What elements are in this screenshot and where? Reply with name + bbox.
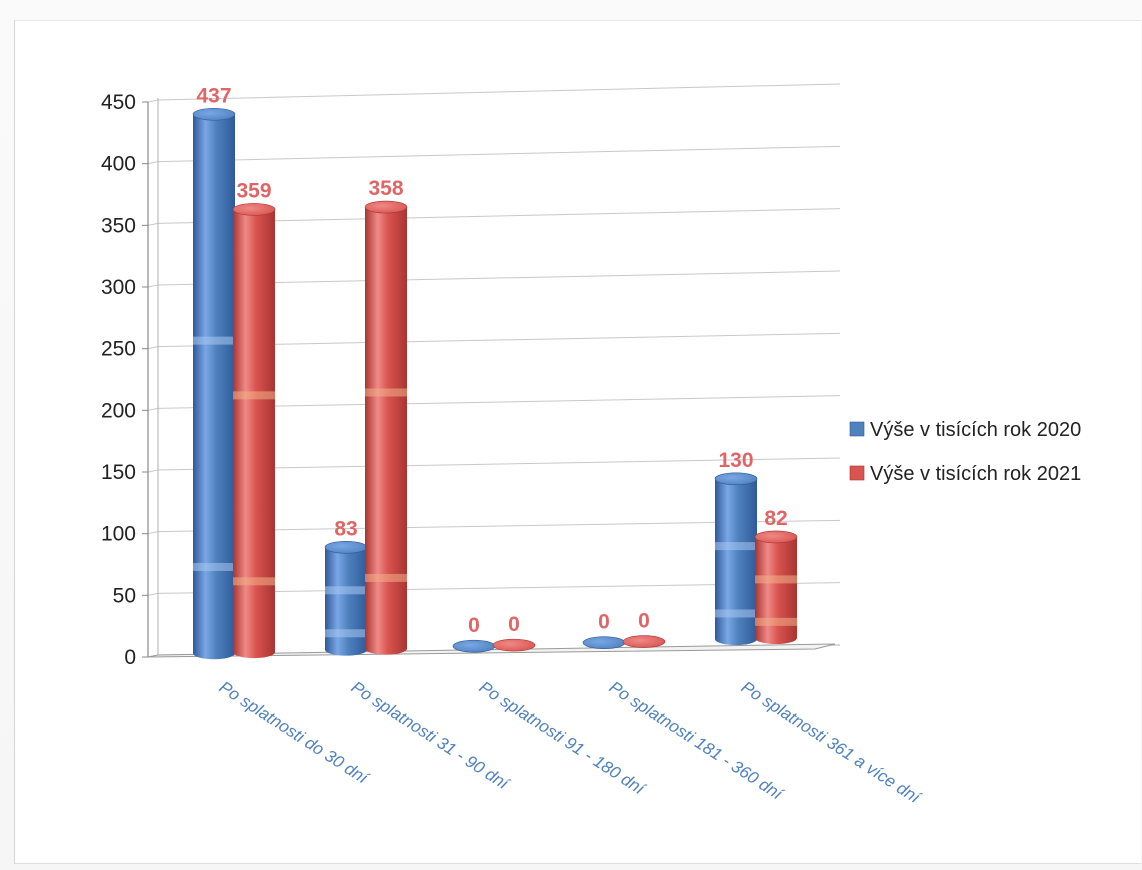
bar-highlight-band <box>193 562 235 571</box>
gridline-depth <box>147 222 159 226</box>
bar-body <box>325 547 367 656</box>
bar-highlight-band <box>755 617 797 626</box>
data-label: 359 <box>236 179 271 202</box>
legend-label: Výše v tisících rok 2020 <box>870 419 1081 441</box>
gridline-depth <box>147 99 159 103</box>
data-label: 0 <box>508 613 520 636</box>
bar-highlight-band <box>365 388 407 397</box>
data-label: 83 <box>334 517 357 540</box>
bar-body <box>193 114 235 660</box>
y-tick-label: 0 <box>124 646 136 669</box>
bar-highlight-band <box>233 577 275 586</box>
bar-2021 <box>622 635 666 648</box>
y-tick-label: 300 <box>101 276 136 299</box>
bar-highlight-band <box>715 609 757 618</box>
legend-label: Výše v tisících rok 2021 <box>870 463 1081 485</box>
bar-top <box>324 540 368 554</box>
y-tick-label: 150 <box>101 461 136 484</box>
data-label: 437 <box>196 84 231 107</box>
bar-2021 <box>364 200 408 655</box>
bar-2020 <box>582 636 626 649</box>
bar-body <box>715 478 757 646</box>
bar-top <box>452 639 496 653</box>
data-label: 0 <box>468 614 480 637</box>
y-tick-label: 50 <box>113 584 136 607</box>
bar-body <box>365 207 407 655</box>
bar-2021 <box>232 203 276 659</box>
gridline-depth <box>147 346 159 350</box>
bar-2020 <box>452 639 496 653</box>
gridline <box>157 145 841 163</box>
bar-2021 <box>754 530 798 645</box>
y-tick-label: 350 <box>101 214 136 237</box>
gridline-depth <box>147 407 159 411</box>
bar-top <box>622 635 666 648</box>
legend[interactable]: Výše v tisících rok 2020 Výše v tisících … <box>849 419 1081 485</box>
bar-highlight-band <box>755 575 797 584</box>
bar-2020 <box>192 107 236 660</box>
data-label: 130 <box>718 449 753 472</box>
bar-top <box>492 638 536 652</box>
floor <box>147 643 836 658</box>
y-tick-label: 100 <box>101 523 136 546</box>
data-labels: 437 359 83 358 0 0 0 0 130 82 <box>196 84 787 637</box>
bar-body <box>755 536 797 645</box>
bar-top <box>364 200 408 214</box>
gridline-depth <box>147 531 159 535</box>
bar-top <box>582 636 626 649</box>
y-tick-label: 450 <box>101 91 136 114</box>
bar-top <box>192 107 236 121</box>
bar-highlight-band <box>365 573 407 582</box>
y-tick-label: 200 <box>101 399 136 422</box>
legend-swatch <box>849 465 865 481</box>
bar-highlight-band <box>325 629 367 638</box>
y-tick-label: 400 <box>101 153 136 176</box>
bar-2020 <box>324 540 368 656</box>
bar-top <box>754 530 798 544</box>
bar-highlight-band <box>715 542 757 551</box>
data-label: 82 <box>764 507 787 530</box>
gridline-depth <box>147 284 159 288</box>
bar-body <box>233 209 275 659</box>
gridline-depth <box>147 592 159 596</box>
data-label: 0 <box>638 610 650 633</box>
data-label: 358 <box>368 177 403 200</box>
legend-swatch <box>849 421 865 437</box>
bar-highlight-band <box>193 336 235 345</box>
bar-top <box>232 203 276 216</box>
gridline <box>157 83 841 101</box>
gridline-depth <box>147 161 159 165</box>
bars <box>192 107 798 660</box>
bar-2020 <box>714 472 758 646</box>
data-label: 0 <box>598 611 610 634</box>
y-tick-label: 250 <box>101 338 136 361</box>
bar-top <box>714 472 758 486</box>
bar-highlight-band <box>233 391 275 400</box>
gridline-depth <box>147 469 159 473</box>
bar-2021 <box>492 638 536 652</box>
bar-highlight-band <box>325 586 367 595</box>
